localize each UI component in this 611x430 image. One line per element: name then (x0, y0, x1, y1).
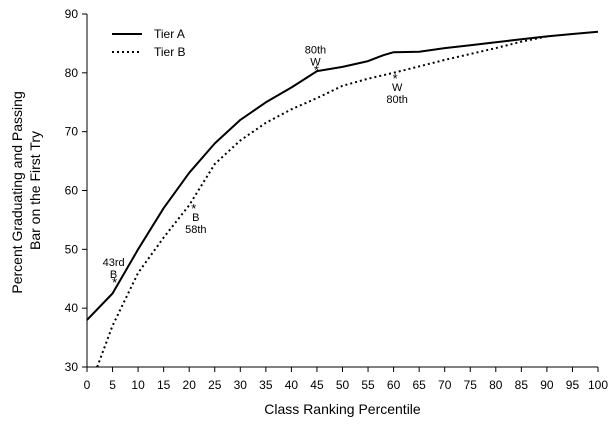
x-tick-label: 45 (310, 378, 324, 392)
x-tick-label: 100 (588, 378, 608, 392)
annotation-label: 80th (305, 45, 326, 57)
legend: Tier A Tier B (112, 27, 186, 59)
annotation-marker: * (191, 201, 196, 216)
x-tick-label: 25 (208, 378, 222, 392)
annotation-label: 58th (185, 224, 206, 236)
y-tick-label: 60 (65, 184, 79, 198)
annotation-label: B (192, 212, 199, 224)
legend-label: Tier B (154, 45, 186, 59)
annotation-label: 80th (386, 94, 407, 106)
x-tick-label: 90 (540, 378, 554, 392)
x-tick-label: 50 (336, 378, 350, 392)
series-line-tier-a (86, 30, 599, 321)
x-axis-title: Class Ranking Percentile (264, 401, 421, 417)
y-tick-label: 80 (65, 66, 79, 80)
x-tick-label: 70 (438, 378, 452, 392)
x-tick-label: 55 (361, 378, 375, 392)
y-axis-title: Percent Graduating and Passing Bar on th… (9, 87, 43, 293)
x-tick-label: 95 (566, 378, 580, 392)
y-tick-label: 50 (65, 242, 79, 256)
annotation-marker: * (112, 275, 117, 290)
y-tick-label: 70 (65, 125, 79, 139)
y-tick-label: 30 (65, 360, 79, 374)
annotation-label: B (110, 269, 117, 281)
x-tick-label: 60 (387, 378, 401, 392)
annotation-label: W (392, 82, 403, 94)
x-tick-label: 15 (157, 378, 171, 392)
x-tick-label: 20 (183, 378, 197, 392)
x-tick-label: 30 (234, 378, 248, 392)
y-tick-label: 40 (65, 301, 79, 315)
series-line-tier-b (96, 35, 548, 368)
x-tick-label: 80 (489, 378, 503, 392)
x-tick-label: 10 (131, 378, 145, 392)
annotation-marker: * (314, 63, 319, 78)
y-tick-label: 90 (65, 7, 79, 21)
annotation-label: 43rd (103, 257, 125, 269)
x-tick-label: 40 (285, 378, 299, 392)
x-tick-label: 5 (109, 378, 116, 392)
x-tick-label: 0 (84, 378, 91, 392)
y-axis-title-line-2: Bar on the First Try (27, 131, 43, 250)
y-axis-ticks: 30 40 50 60 70 80 90 (65, 7, 87, 374)
x-tick-label: 35 (259, 378, 273, 392)
x-axis-ticks: 0 5 10 15 20 25 30 35 40 45 50 55 60 65 70 75 80 85 90 95 10… (84, 367, 608, 392)
x-tick-label: 75 (464, 378, 478, 392)
series-layer (86, 30, 599, 368)
x-tick-label: 65 (412, 378, 426, 392)
annotation-label: W (310, 57, 321, 69)
x-tick-label: 85 (515, 378, 529, 392)
legend-label: Tier A (154, 27, 185, 41)
y-axis-title-line-1: Percent Graduating and Passing (9, 91, 25, 293)
annotation-marker: * (393, 71, 398, 86)
